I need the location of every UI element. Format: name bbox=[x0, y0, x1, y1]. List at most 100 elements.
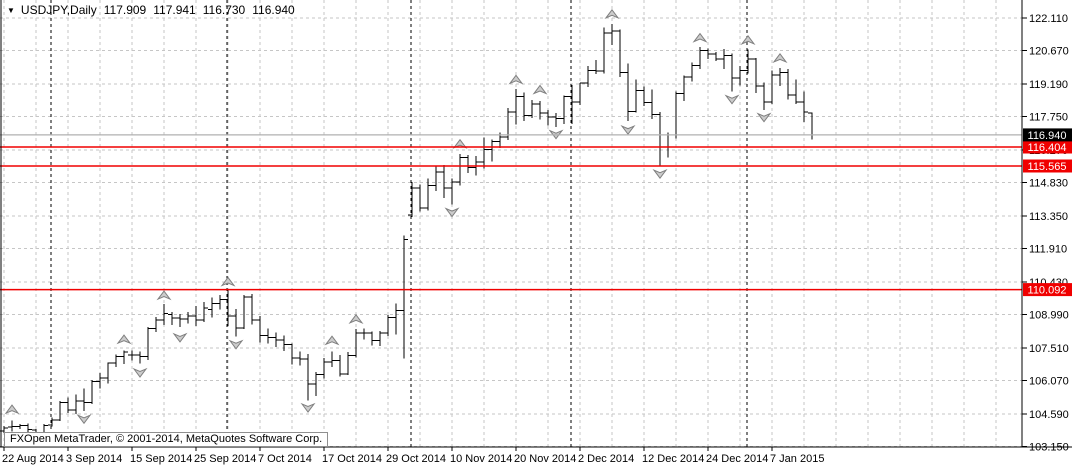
ohlc-bar bbox=[688, 62, 696, 82]
ohlc-bar bbox=[728, 53, 736, 92]
ohlc-bar bbox=[456, 153, 464, 186]
ohlc-bar bbox=[360, 328, 368, 340]
fractal-down-icon bbox=[444, 207, 460, 218]
ohlc-bar bbox=[432, 166, 440, 192]
ohlc-bar bbox=[784, 69, 792, 100]
support-box-rect bbox=[1023, 140, 1072, 154]
ohlc-bar bbox=[672, 91, 680, 139]
ohlc-bar bbox=[104, 362, 112, 384]
ohlc-bar bbox=[200, 302, 208, 322]
ohlc-bar bbox=[744, 49, 752, 74]
ohlc-bar bbox=[176, 314, 184, 328]
support-price-label: 110.092 bbox=[1028, 285, 1067, 297]
ohlc-bar bbox=[600, 27, 608, 74]
ohlc-bar bbox=[312, 371, 320, 396]
ohlc-bar bbox=[808, 112, 816, 140]
ohlc-bar bbox=[320, 358, 328, 379]
support-price-label: 115.565 bbox=[1028, 161, 1067, 173]
ohlc-close-value: 116.940 bbox=[252, 3, 295, 17]
support-price-box: 116.404 bbox=[1023, 140, 1072, 154]
ohlc-bar bbox=[752, 57, 760, 93]
y-axis-label: 113.350 bbox=[1029, 211, 1068, 223]
fractal-down-icon bbox=[76, 414, 92, 425]
ohlc-bar bbox=[528, 100, 536, 119]
y-axis-label: 107.510 bbox=[1029, 343, 1069, 355]
ohlc-bar bbox=[624, 63, 632, 122]
ohlc-bar bbox=[72, 394, 80, 414]
ohlc-bar bbox=[304, 354, 312, 401]
y-axis-label: 106.070 bbox=[1029, 375, 1069, 387]
fractal-down-icon bbox=[756, 112, 772, 123]
x-axis[interactable]: 22 Aug 2014 3 Sep 2014 15 Sep 2014 25 Sep 2… bbox=[2, 447, 824, 465]
horizontal-lines[interactable] bbox=[0, 146, 1022, 291]
ohlc-bar bbox=[696, 47, 704, 70]
ohlc-bar bbox=[416, 184, 424, 212]
fractal-up-icon bbox=[116, 334, 132, 345]
current-price-label: 116.940 bbox=[1028, 130, 1067, 142]
ohlc-bar bbox=[248, 293, 256, 325]
ohlc-bar bbox=[56, 401, 64, 422]
fractal-up-icon bbox=[348, 313, 364, 324]
ohlc-bar bbox=[288, 343, 296, 365]
ohlc-bar bbox=[344, 352, 352, 375]
ohlc-bar bbox=[24, 423, 32, 432]
ohlc-bar bbox=[512, 88, 520, 125]
ohlc-bar bbox=[536, 101, 544, 120]
ohlc-bar bbox=[392, 303, 400, 335]
y-axis[interactable]: 122.110120.670119.190117.750116.270114.8… bbox=[1022, 13, 1069, 453]
fractal-up-icon bbox=[604, 8, 620, 19]
ohlc-bar bbox=[16, 423, 24, 430]
ohlc-bar bbox=[464, 155, 472, 174]
x-axis-label: 29 Oct 2014 bbox=[386, 453, 446, 465]
x-axis-label: 25 Sep 2014 bbox=[194, 453, 256, 465]
ohlc-bar bbox=[112, 354, 120, 367]
symbol-dropdown-icon[interactable]: ▼ bbox=[7, 5, 15, 15]
fractal-up-icon bbox=[740, 34, 756, 45]
fractal-down-icon bbox=[620, 124, 636, 135]
ohlc-bar bbox=[776, 68, 784, 87]
x-axis-label: 15 Sep 2014 bbox=[130, 453, 192, 465]
fractal-down-icon bbox=[300, 402, 316, 413]
ohlc-bar bbox=[800, 91, 808, 123]
ohlc-bar bbox=[448, 178, 456, 205]
ohlc-bar bbox=[352, 329, 360, 358]
ohlc-bar bbox=[120, 350, 128, 365]
ohlc-bar bbox=[520, 92, 528, 121]
ohlc-high-value: 117.941 bbox=[153, 3, 196, 17]
ohlc-bar bbox=[272, 332, 280, 347]
y-axis-background bbox=[1023, 0, 1072, 468]
fractal-up-icon bbox=[508, 74, 524, 85]
ohlc-bar bbox=[560, 95, 568, 124]
broker-watermark: FXOpen MetaTrader, © 2001-2014, MetaQuot… bbox=[4, 432, 329, 447]
symbol-period-label: USDJPY,Daily bbox=[20, 3, 97, 17]
ohlc-bar bbox=[144, 327, 152, 360]
ohlc-bar bbox=[192, 306, 200, 327]
chart-title: ▼ USDJPY,Daily 117.909 117.941 116.730 1… bbox=[7, 3, 302, 17]
ohlc-bar bbox=[184, 312, 192, 324]
ohlc-bar bbox=[8, 420, 16, 432]
fractal-down-icon bbox=[724, 94, 740, 105]
y-axis-label: 120.670 bbox=[1029, 46, 1069, 58]
y-axis-label: 108.990 bbox=[1029, 309, 1069, 321]
ohlc-bar bbox=[680, 75, 688, 101]
ohlc-bar bbox=[648, 89, 656, 119]
ohlc-bar bbox=[48, 417, 56, 427]
y-axis-label: 119.190 bbox=[1029, 79, 1068, 91]
ohlc-bar bbox=[128, 350, 136, 361]
ohlc-bar bbox=[664, 132, 672, 158]
ohlc-bar bbox=[720, 48, 728, 70]
ohlc-bar bbox=[640, 86, 648, 106]
ohlc-bar bbox=[384, 314, 392, 336]
fractal-down-icon bbox=[652, 169, 668, 180]
ohlc-bar bbox=[480, 137, 488, 169]
x-axis-label: 10 Nov 2014 bbox=[450, 453, 512, 465]
ohlc-bar bbox=[568, 85, 576, 124]
ohlc-open-value: 117.909 bbox=[103, 3, 147, 17]
x-axis-label: 17 Oct 2014 bbox=[322, 453, 382, 465]
ohlc-bar bbox=[736, 66, 744, 86]
ohlc-bar bbox=[208, 297, 216, 318]
ohlc-bar bbox=[656, 112, 664, 166]
current-price-box-rect bbox=[1023, 128, 1072, 142]
